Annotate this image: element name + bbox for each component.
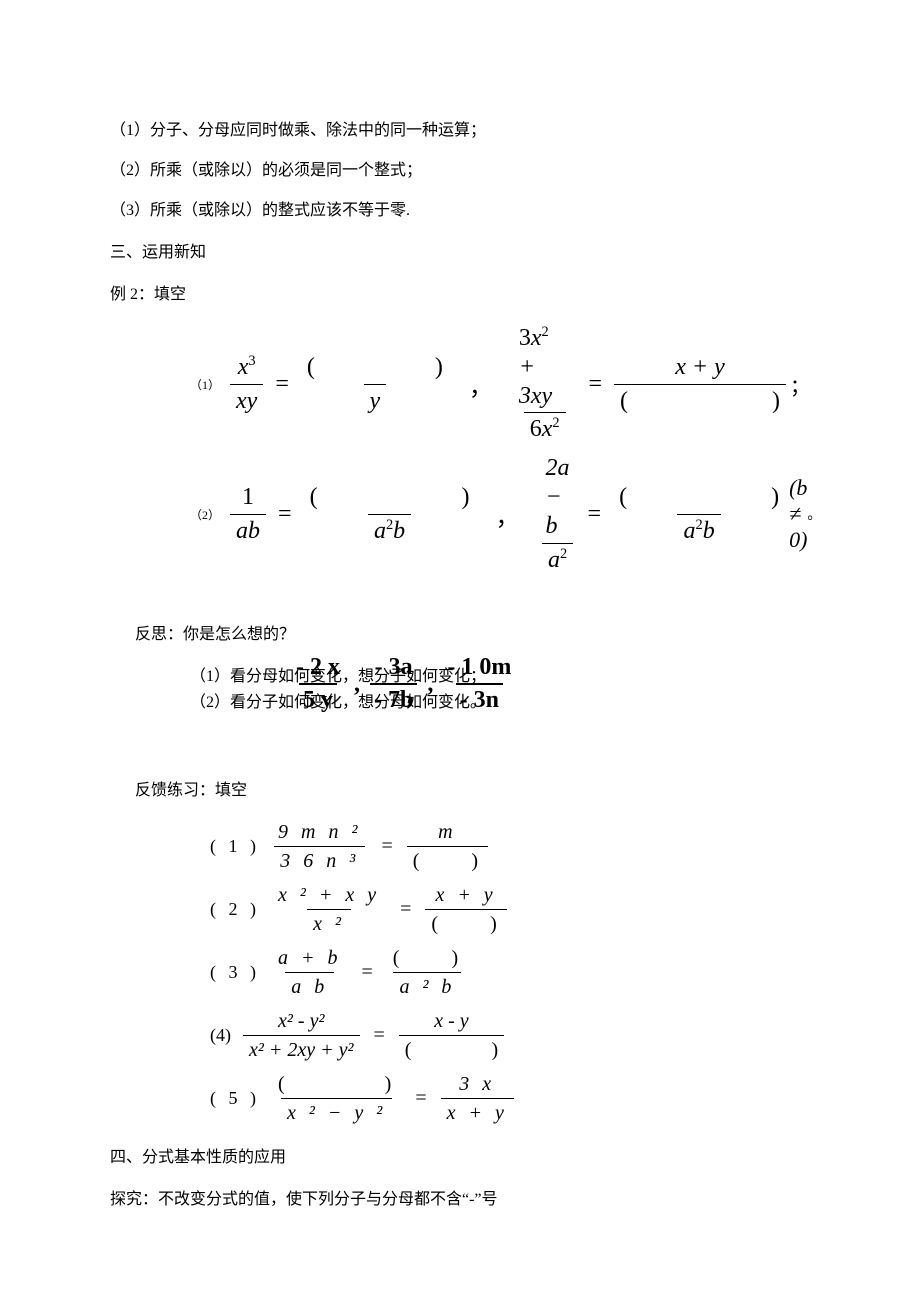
explore-text: 探究：不改变分式的值，使下列分子与分母都不含“-”号 (110, 1185, 810, 1209)
semicolon: ； (790, 370, 810, 399)
fb-row-2: ( 2 ) x ² + x y x ² = x + y ( ) (210, 883, 810, 936)
ex2-c-lhs: 1 ab (230, 483, 266, 546)
fb2-rhs: x + y ( ) (425, 883, 506, 936)
ex2-b-lhs: 3x2 + 3xy 6x2 (513, 324, 577, 444)
ex2-row-1: （1） x3 xy = ( ) y ， 3x2 + 3xy 6x2 = x + … (190, 324, 810, 444)
equals-sign: = (415, 1087, 426, 1110)
fb1-lhs: 9 m n ² 3 6 n ³ (272, 820, 367, 873)
ex2-a-rhs: ( ) y (301, 353, 449, 416)
overlay-frac-2: - 3a - 7b (370, 654, 417, 714)
equals-sign: = (374, 1024, 385, 1047)
comma-sep: ， (469, 367, 493, 402)
ex2-row2-index: （2） (190, 506, 220, 523)
comma-sep: ， (496, 497, 520, 532)
section-3-heading: 三、运用新知 (110, 238, 810, 262)
equals-sign: = (275, 371, 289, 398)
overlay-frac-1: - 2 x 5 y (292, 654, 344, 714)
equals-sign: = (400, 898, 411, 921)
ex2-d-rhs: ( ) a2b (613, 483, 785, 546)
reflect-heading: 反思：你是怎么想的？ (135, 620, 810, 644)
fb-row-3: ( 3 ) a + b a b = ( ) a ² b (210, 946, 810, 999)
fb3-lhs: a + b a b (272, 946, 348, 999)
fb4-rhs: x - y ( ) (399, 1009, 504, 1062)
example-2-label: 例 2：填空 (110, 280, 810, 304)
fb5-rhs: 3 x x + y (441, 1072, 514, 1125)
fb5-lhs: ( ) x ² − y ² (272, 1072, 401, 1125)
fb4-lhs: x² - y² x² + 2xy + y² (243, 1009, 360, 1062)
feedback-problems: ( 1 ) 9 m n ² 3 6 n ³ = m ( ) ( 2 ) x ² … (210, 820, 810, 1125)
ex2-row1-index: （1） (190, 376, 220, 393)
reflect-overlay-fractions: - 2 x 5 y , - 3a - 7b , - 1 0m - 3n (290, 654, 517, 714)
rule-1: （1）分子、分母应同时做乘、除法中的同一种运算； (110, 116, 810, 140)
reflect-mixed-block: （1）看分母如何变化，想分子如何变化； （2）看分子如何变化，想分母如何变化。 … (190, 660, 810, 730)
equals-sign: = (381, 835, 392, 858)
ex2-c-rhs: ( ) a2b (304, 483, 476, 546)
ex2-row-2: （2） 1 ab = ( ) a2b ， 2a − b a2 = ( ) a2b… (190, 454, 810, 574)
fb3-rhs: ( ) a ² b (387, 946, 468, 999)
fb1-rhs: m ( ) (407, 820, 488, 873)
ex2-d-condition: (b ≠ 0) (789, 475, 807, 553)
page-root: （1）分子、分母应同时做乘、除法中的同一种运算； （2）所乘（或除以）的必须是同… (0, 0, 920, 1285)
ex2-b-rhs: x + y ( ) (614, 353, 786, 416)
equals-sign: = (588, 371, 602, 398)
example-2-math: （1） x3 xy = ( ) y ， 3x2 + 3xy 6x2 = x + … (190, 324, 810, 574)
section-4-heading: 四、分式基本性质的应用 (110, 1143, 810, 1167)
rule-2: （2）所乘（或除以）的必须是同一个整式； (110, 156, 810, 180)
fb-row-4: (4) x² - y² x² + 2xy + y² = x - y ( ) (210, 1009, 810, 1062)
equals-sign: = (588, 501, 602, 528)
rule-3: （3）所乘（或除以）的整式应该不等于零. (110, 196, 810, 220)
equals-sign: = (278, 501, 292, 528)
fb2-lhs: x ² + x y x ² (272, 883, 386, 936)
overlay-frac-3: - 1 0m - 3n (443, 654, 515, 714)
fb-row-1: ( 1 ) 9 m n ² 3 6 n ³ = m ( ) (210, 820, 810, 873)
equals-sign: = (362, 961, 373, 984)
ex2-d-lhs: 2a − b a2 (540, 454, 576, 574)
ex2-a-lhs: x3 xy (230, 353, 263, 416)
feedback-heading: 反馈练习：填空 (135, 776, 810, 800)
fb-row-5: ( 5 ) ( ) x ² − y ² = 3 x x + y (210, 1072, 810, 1125)
